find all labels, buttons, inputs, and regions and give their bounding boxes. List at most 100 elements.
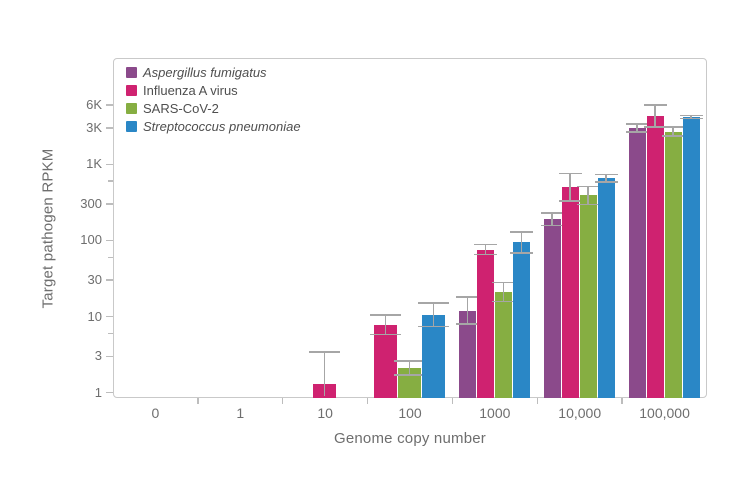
x-tick — [451, 398, 454, 404]
bar-influenza-a-virus-10000 — [561, 187, 579, 398]
y-tick — [106, 203, 113, 205]
y-minor-tick — [108, 332, 113, 335]
y-minor-tick — [108, 256, 113, 259]
error-bar-whisker — [569, 173, 571, 202]
legend-item: Influenza A virus — [126, 83, 301, 98]
legend-label: Influenza A virus — [143, 83, 238, 98]
y-axis-title: Target pathogen RPKM — [39, 148, 57, 309]
x-axis-title: Genome copy number — [333, 430, 486, 447]
y-tick-label: 3K — [86, 120, 102, 136]
error-bar-cap-top — [394, 360, 425, 362]
x-tick-label: 100 — [398, 405, 422, 421]
bar-influenza-a-virus-1000 — [476, 249, 494, 398]
error-bar-cap-top — [625, 123, 649, 125]
y-tick — [106, 163, 113, 166]
error-bar-cap-top — [509, 231, 533, 233]
error-bar-cap-top — [309, 351, 341, 353]
error-bar-cap-bottom — [576, 203, 600, 206]
bar-aspergillus-fumigatus-10000 — [543, 219, 561, 398]
bar-streptococcus-pneumoniae-1000 — [512, 242, 530, 398]
y-tick — [106, 315, 113, 318]
error-bar-cap-top — [576, 185, 600, 188]
error-bar-cap-bottom — [661, 135, 685, 137]
error-bar-cap-bottom — [594, 181, 618, 183]
legend-label: SARS-CoV-2 — [143, 101, 219, 116]
legend: Aspergillus fumigatus Influenza A virus SA… — [126, 65, 301, 134]
error-bar-cap-bottom — [394, 374, 425, 376]
y-tick-label: 3 — [94, 348, 102, 364]
error-bar-cap-top — [370, 314, 401, 316]
bar-influenza-a-virus-100000 — [646, 116, 664, 398]
x-tick — [536, 398, 539, 404]
bar-sars-cov-2-1000 — [494, 292, 512, 398]
error-bar-whisker — [587, 186, 589, 205]
error-bar-cap-top — [455, 296, 479, 298]
x-tick-label: 100,000 — [639, 405, 690, 421]
y-tick-label: 1 — [94, 384, 102, 400]
legend-label: Aspergillus fumigatus — [143, 65, 267, 80]
error-bar-whisker — [466, 297, 469, 324]
error-bar-whisker — [432, 303, 435, 327]
error-bar-cap-top — [594, 173, 618, 176]
error-bar-cap-top — [418, 302, 449, 304]
error-bar-cap-top — [679, 114, 703, 117]
error-bar-cap-bottom — [679, 117, 703, 120]
x-tick-label: 1000 — [479, 405, 511, 421]
legend-swatch-icon — [126, 67, 137, 78]
error-bar-whisker — [654, 105, 656, 128]
legend-label: Streptococcus pneumoniae — [143, 119, 301, 134]
error-bar-cap-bottom — [558, 200, 582, 202]
x-tick-label: 0 — [151, 405, 160, 421]
error-bar-cap-top — [643, 104, 667, 106]
error-bar-whisker — [502, 282, 505, 302]
error-bar-whisker — [384, 314, 387, 335]
y-tick-label: 1K — [86, 156, 102, 172]
error-bar-cap-bottom — [370, 333, 401, 336]
error-bar-cap-top — [661, 126, 685, 128]
error-bar-cap-bottom — [491, 300, 515, 303]
error-bar-whisker — [484, 244, 487, 255]
y-tick — [106, 279, 113, 281]
error-bar-whisker — [636, 123, 638, 133]
error-bar-whisker — [605, 174, 607, 182]
y-minor-tick — [108, 180, 113, 182]
y-tick-label: 100 — [80, 232, 102, 248]
y-tick — [106, 239, 113, 242]
error-bar-whisker — [323, 352, 326, 397]
bar-sars-cov-2-100000 — [664, 131, 682, 398]
bar-streptococcus-pneumoniae-100 — [422, 314, 445, 398]
bar-sars-cov-2-10000 — [579, 195, 597, 398]
x-tick-label: 1 — [236, 405, 245, 421]
x-tick — [281, 398, 284, 404]
y-tick — [106, 391, 113, 394]
bar-streptococcus-pneumoniae-10000 — [597, 178, 615, 398]
legend-swatch-icon — [126, 85, 137, 96]
bar-streptococcus-pneumoniae-100000 — [682, 116, 700, 398]
legend-swatch-icon — [126, 103, 137, 114]
error-bar-cap-bottom — [418, 325, 449, 328]
x-tick-label: 10,000 — [558, 405, 602, 421]
error-bar-cap-top — [558, 172, 582, 175]
legend-item: Streptococcus pneumoniae — [126, 119, 301, 134]
legend-item: Aspergillus fumigatus — [126, 65, 301, 80]
error-bar-whisker — [672, 126, 674, 137]
error-bar-cap-bottom — [509, 252, 533, 254]
y-tick — [106, 104, 113, 106]
error-bar-whisker — [690, 115, 692, 119]
error-bar-cap-top — [540, 212, 564, 214]
error-bar-whisker — [551, 212, 553, 226]
bar-influenza-a-virus-100 — [374, 324, 397, 398]
error-bar-cap-top — [473, 243, 497, 246]
error-bar-whisker — [408, 361, 411, 376]
y-tick-label: 30 — [87, 272, 102, 288]
y-tick-label: 10 — [87, 308, 102, 324]
y-tick-label: 300 — [80, 196, 102, 212]
x-tick — [197, 398, 199, 404]
y-tick — [106, 355, 113, 358]
legend-item: SARS-CoV-2 — [126, 101, 301, 116]
bar-aspergillus-fumigatus-1000 — [458, 310, 476, 398]
error-bar-cap-bottom — [455, 323, 479, 325]
error-bar-cap-bottom — [643, 126, 667, 128]
x-tick-label: 10 — [317, 405, 333, 421]
